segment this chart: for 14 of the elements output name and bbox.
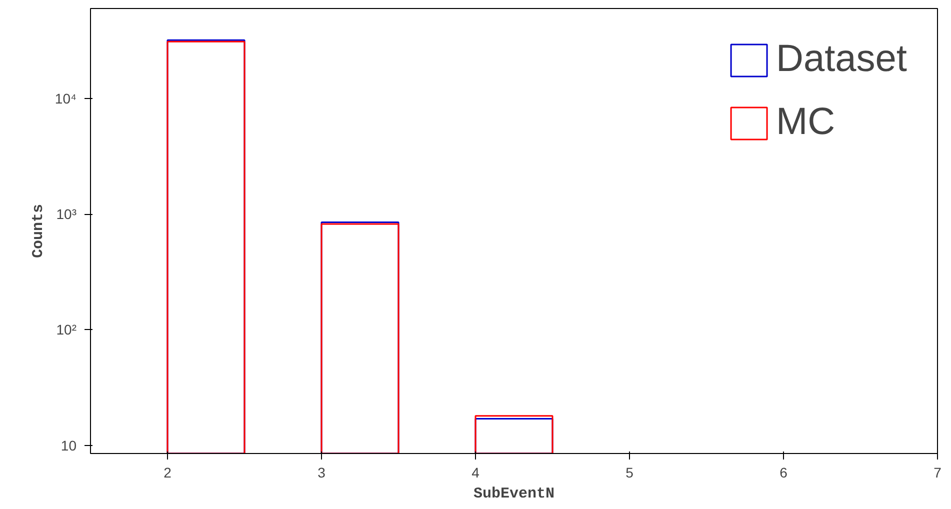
- y-tick-label: 10⁴: [54, 90, 77, 106]
- x-axis-title: SubEventN: [473, 486, 555, 502]
- legend-label: Dataset: [776, 38, 907, 81]
- y-tick-label: 10³: [56, 206, 77, 222]
- y-tick-label: 10²: [56, 322, 77, 338]
- x-tick-label: 6: [780, 464, 788, 480]
- legend-label: MC: [776, 101, 836, 144]
- x-tick-label: 3: [318, 464, 326, 480]
- y-axis-title: Counts: [30, 204, 47, 258]
- x-tick-label: 2: [164, 464, 172, 480]
- y-tick-label: 10: [60, 437, 77, 454]
- x-tick-label: 4: [472, 464, 480, 480]
- x-tick-label: 7: [934, 464, 942, 480]
- x-tick-label: 5: [626, 464, 634, 480]
